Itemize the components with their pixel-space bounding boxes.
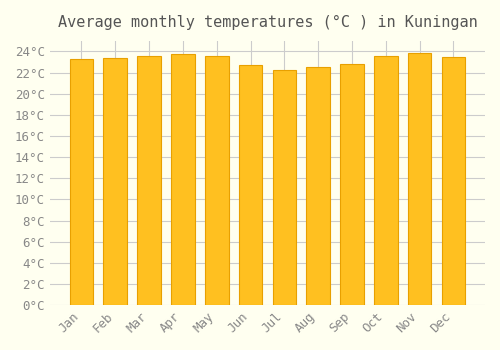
Bar	[171, 54, 194, 305]
Bar	[340, 64, 364, 305]
Bar	[442, 57, 465, 305]
Bar	[374, 56, 398, 305]
Bar	[408, 52, 432, 305]
Title: Average monthly temperatures (°C ) in Kuningan: Average monthly temperatures (°C ) in Ku…	[58, 15, 478, 30]
Bar	[306, 67, 330, 305]
Bar	[104, 58, 127, 305]
Bar	[238, 65, 262, 305]
Bar	[205, 56, 229, 305]
Bar	[70, 59, 94, 305]
Bar	[138, 56, 161, 305]
Bar	[272, 70, 296, 305]
